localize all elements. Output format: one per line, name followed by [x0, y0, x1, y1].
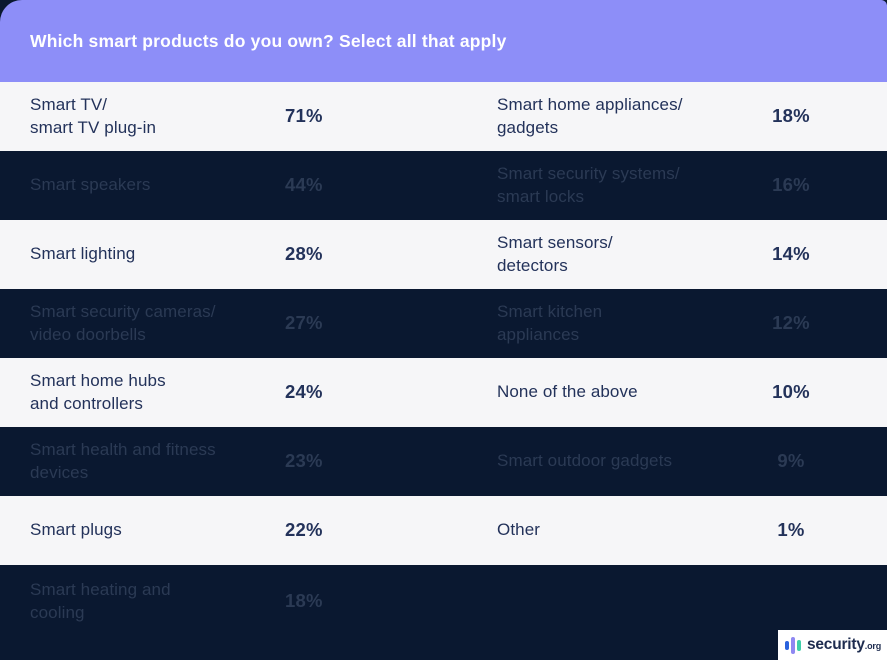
- product-label: Smart heating and cooling: [30, 580, 171, 622]
- product-label: Smart outdoor gadgets: [497, 451, 673, 471]
- product-value: 27%: [285, 312, 323, 334]
- product-value: 16%: [772, 174, 810, 196]
- product-label: Smart kitchen appliances: [497, 302, 603, 344]
- product-value: 9%: [777, 450, 805, 472]
- table-row: Smart security cameras/ video doorbells …: [0, 289, 887, 358]
- equalizer-bars-icon: [784, 636, 801, 654]
- product-value: 1%: [777, 519, 805, 541]
- product-label: Smart plugs: [30, 520, 122, 540]
- security-org-logo: security.org: [777, 630, 887, 660]
- question-title: Which smart products do you own? Select …: [30, 30, 507, 51]
- product-value: 28%: [285, 243, 323, 265]
- table-row: Smart speakers 44% Smart security system…: [0, 151, 887, 220]
- table-row: Smart lighting 28% Smart sensors/ detect…: [0, 220, 887, 289]
- product-value: 23%: [285, 450, 323, 472]
- product-label: Smart health and fitness devices: [30, 440, 216, 482]
- table-row: Smart plugs 22% Other 1%: [0, 496, 887, 565]
- product-value: 18%: [285, 590, 323, 612]
- product-label: Smart security cameras/ video doorbells: [30, 302, 216, 344]
- logo-wordmark: security.org: [807, 637, 881, 653]
- product-value: 24%: [285, 381, 323, 403]
- table-row: Smart home hubs and controllers 24% None…: [0, 358, 887, 427]
- product-label: Smart security systems/ smart locks: [497, 164, 680, 206]
- table-row: Smart TV/ smart TV plug-in 71% Smart hom…: [0, 82, 887, 151]
- product-value: 44%: [285, 174, 323, 196]
- product-label: Smart speakers: [30, 175, 151, 195]
- product-label: Smart home hubs and controllers: [30, 371, 166, 413]
- product-label: Smart lighting: [30, 244, 136, 264]
- product-label: Other: [497, 520, 541, 540]
- product-value: 18%: [772, 105, 810, 127]
- product-value: 22%: [285, 519, 323, 541]
- logo-tld: .org: [864, 641, 881, 652]
- product-value: 71%: [285, 105, 323, 127]
- product-value: 12%: [772, 312, 810, 334]
- product-label: None of the above: [497, 382, 638, 402]
- product-label: Smart home appliances/ gadgets: [497, 95, 683, 137]
- product-label: Smart sensors/ detectors: [497, 233, 613, 275]
- product-label: Smart TV/ smart TV plug-in: [30, 95, 156, 137]
- table-row: Smart heating and cooling 18%: [0, 565, 887, 660]
- question-header: Which smart products do you own? Select …: [0, 0, 887, 82]
- product-value: 14%: [772, 243, 810, 265]
- product-value: 10%: [772, 381, 810, 403]
- table-row: Smart health and fitness devices 23% Sma…: [0, 427, 887, 496]
- logo-name: security: [806, 636, 865, 654]
